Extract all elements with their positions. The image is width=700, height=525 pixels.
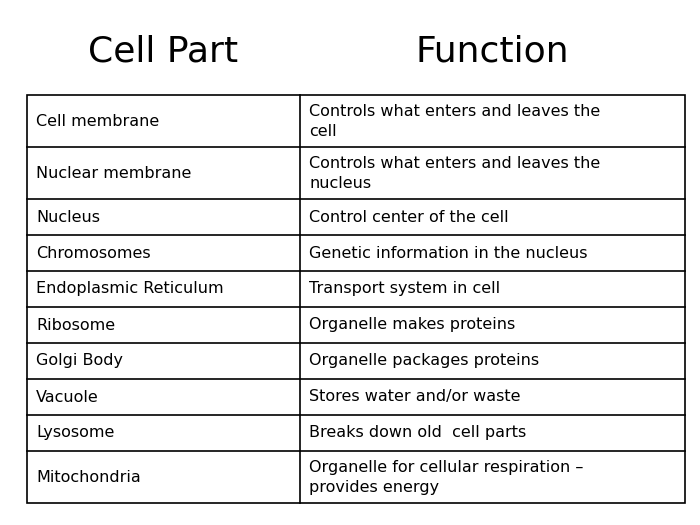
Text: Organelle packages proteins: Organelle packages proteins [309, 353, 539, 369]
Text: Cell Part: Cell Part [88, 35, 239, 69]
Text: Vacuole: Vacuole [36, 390, 99, 404]
Text: Breaks down old  cell parts: Breaks down old cell parts [309, 425, 526, 440]
Text: Organelle makes proteins: Organelle makes proteins [309, 318, 515, 332]
Text: Function: Function [416, 35, 569, 69]
Text: Nucleus: Nucleus [36, 209, 100, 225]
Text: Mitochondria: Mitochondria [36, 469, 141, 485]
Text: Controls what enters and leaves the
cell: Controls what enters and leaves the cell [309, 104, 601, 139]
Text: Control center of the cell: Control center of the cell [309, 209, 509, 225]
Text: Transport system in cell: Transport system in cell [309, 281, 500, 297]
Text: Cell membrane: Cell membrane [36, 113, 160, 129]
Text: Stores water and/or waste: Stores water and/or waste [309, 390, 521, 404]
Text: Chromosomes: Chromosomes [36, 246, 150, 260]
Text: Nuclear membrane: Nuclear membrane [36, 165, 191, 181]
Text: Genetic information in the nucleus: Genetic information in the nucleus [309, 246, 587, 260]
Text: Endoplasmic Reticulum: Endoplasmic Reticulum [36, 281, 223, 297]
Text: Lysosome: Lysosome [36, 425, 114, 440]
Text: Golgi Body: Golgi Body [36, 353, 123, 369]
Text: Organelle for cellular respiration –
provides energy: Organelle for cellular respiration – pro… [309, 460, 583, 495]
Bar [27, 95, 685, 503]
Text: Ribosome: Ribosome [36, 318, 115, 332]
Text: Controls what enters and leaves the
nucleus: Controls what enters and leaves the nucl… [309, 156, 601, 191]
